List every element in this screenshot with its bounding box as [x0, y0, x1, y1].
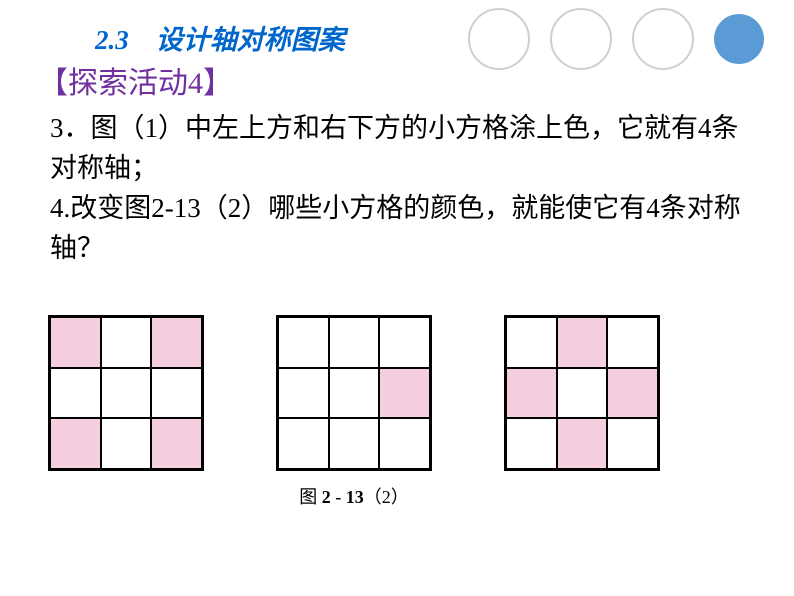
grid-cell: [506, 317, 557, 368]
grid-cell: [151, 418, 202, 469]
grid-cell: [278, 418, 329, 469]
grid-cell: [50, 317, 101, 368]
section-title: 2.3 设计轴对称图案: [95, 18, 345, 57]
section-title-text: 设计轴对称图案: [156, 25, 345, 55]
caption-bold: 2 - 13: [322, 487, 364, 507]
grid-cell: [101, 368, 152, 419]
body-text: 3．图（1）中左上方和右下方的小方格涂上色，它就有4条对称轴； 4.改变图2-1…: [50, 108, 750, 268]
grid-cell: [557, 317, 608, 368]
grid-cell: [557, 368, 608, 419]
grid-cell: [329, 418, 380, 469]
body-line-2: 4.改变图2-13（2）哪些小方格的颜色，就能使它有4条对称轴？: [50, 188, 750, 268]
grid-3-wrap: [504, 315, 660, 471]
activity-subtitle: 【探索活动4】: [38, 58, 233, 102]
grid-cell: [379, 368, 430, 419]
grid-cell: [329, 317, 380, 368]
grid-cell: [278, 317, 329, 368]
grid-cell: [50, 418, 101, 469]
decorative-circles: [468, 8, 764, 70]
section-number: 2.3: [95, 25, 129, 55]
grid-2-caption: 图 2 - 13（2）: [299, 483, 409, 509]
grids-row: 图 2 - 13（2）: [48, 315, 660, 509]
grid-1-wrap: [48, 315, 204, 471]
circle-2: [550, 8, 612, 70]
grid-cell: [151, 317, 202, 368]
caption-prefix: 图: [299, 487, 322, 507]
grid-cell: [607, 418, 658, 469]
grid-cell: [557, 418, 608, 469]
grid-cell: [101, 317, 152, 368]
grid-cell: [151, 368, 202, 419]
grid-cell: [506, 418, 557, 469]
grid-cell: [607, 368, 658, 419]
grid-cell: [329, 368, 380, 419]
body-line-1: 3．图（1）中左上方和右下方的小方格涂上色，它就有4条对称轴；: [50, 108, 750, 188]
grid-1: [48, 315, 204, 471]
circle-1: [468, 8, 530, 70]
grid-cell: [50, 368, 101, 419]
circle-4-filled: [714, 14, 764, 64]
grid-cell: [101, 418, 152, 469]
grid-2-wrap: 图 2 - 13（2）: [276, 315, 432, 509]
caption-suffix: （2）: [364, 487, 409, 507]
grid-cell: [607, 317, 658, 368]
circle-3: [632, 8, 694, 70]
grid-cell: [379, 418, 430, 469]
grid-3: [504, 315, 660, 471]
grid-2: [276, 315, 432, 471]
grid-cell: [379, 317, 430, 368]
grid-cell: [278, 368, 329, 419]
grid-cell: [506, 368, 557, 419]
